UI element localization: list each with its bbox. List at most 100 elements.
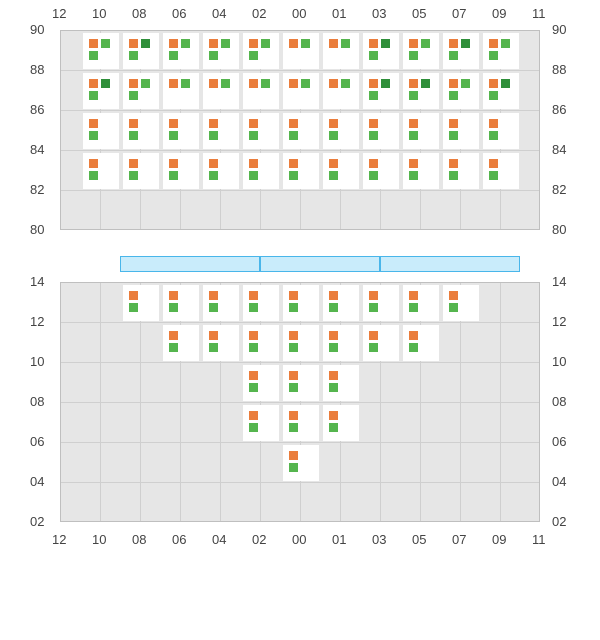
top-cell[interactable] — [323, 153, 359, 189]
bottom-cell[interactable] — [243, 365, 279, 401]
bottom-cell[interactable] — [443, 285, 479, 321]
top-cell[interactable] — [123, 33, 159, 69]
col-bot-02: 02 — [252, 532, 266, 547]
col-bot-11: 11 — [532, 532, 546, 547]
top-cell[interactable] — [123, 113, 159, 149]
top-cell[interactable] — [203, 113, 239, 149]
top-cell[interactable] — [283, 33, 319, 69]
bottom-cell[interactable] — [243, 405, 279, 441]
bench-bar[interactable] — [380, 256, 520, 272]
pin-orange — [329, 371, 338, 380]
bottom-cell[interactable] — [403, 325, 439, 361]
bench-bar[interactable] — [120, 256, 260, 272]
pin-green-below — [169, 303, 178, 312]
bottom-cell[interactable] — [203, 285, 239, 321]
pin-green-below — [289, 303, 298, 312]
top-cell[interactable] — [203, 33, 239, 69]
col-top-06: 06 — [172, 6, 186, 21]
bottom-cell[interactable] — [283, 445, 319, 481]
top-cell[interactable] — [363, 33, 399, 69]
top-cell[interactable] — [403, 113, 439, 149]
top-cell[interactable] — [363, 153, 399, 189]
bottom-cell[interactable] — [403, 285, 439, 321]
top-cell[interactable] — [323, 33, 359, 69]
pin-dgreen — [141, 39, 150, 48]
top-cell[interactable] — [123, 153, 159, 189]
top-cell[interactable] — [483, 33, 519, 69]
top-cell[interactable] — [243, 33, 279, 69]
bottom-cell[interactable] — [163, 285, 199, 321]
bottom-cell[interactable] — [283, 325, 319, 361]
top-cell[interactable] — [163, 33, 199, 69]
top-cell[interactable] — [363, 113, 399, 149]
bottom-cell[interactable] — [203, 325, 239, 361]
bottom-cell[interactable] — [323, 325, 359, 361]
col-bot-01: 01 — [332, 532, 346, 547]
bottom-grid — [60, 282, 540, 522]
pin-green-below — [409, 131, 418, 140]
pin-green-below — [89, 51, 98, 60]
top-cell[interactable] — [283, 153, 319, 189]
top-cell[interactable] — [443, 153, 479, 189]
pin-dgreen — [501, 79, 510, 88]
bottom-cell[interactable] — [283, 405, 319, 441]
top-cell[interactable] — [203, 153, 239, 189]
top-cell[interactable] — [203, 73, 239, 109]
top-cell[interactable] — [83, 33, 119, 69]
pin-green-below — [409, 51, 418, 60]
top-cell[interactable] — [443, 113, 479, 149]
bottom-cell[interactable] — [323, 365, 359, 401]
bottom-cell[interactable] — [163, 325, 199, 361]
top-cell[interactable] — [483, 73, 519, 109]
bottom-cell[interactable] — [363, 285, 399, 321]
pin-green-below — [449, 303, 458, 312]
bottom-cell[interactable] — [363, 325, 399, 361]
bottom-ylab-r-14: 14 — [552, 274, 566, 289]
top-cell[interactable] — [323, 73, 359, 109]
bottom-cell[interactable] — [243, 325, 279, 361]
top-cell[interactable] — [483, 153, 519, 189]
top-cell[interactable] — [443, 73, 479, 109]
top-cell[interactable] — [403, 153, 439, 189]
top-grid — [60, 30, 540, 230]
bottom-cell[interactable] — [283, 285, 319, 321]
top-cell[interactable] — [243, 153, 279, 189]
top-cell[interactable] — [403, 33, 439, 69]
pin-orange — [249, 291, 258, 300]
top-cell[interactable] — [283, 113, 319, 149]
pin-green — [261, 39, 270, 48]
top-cell[interactable] — [163, 153, 199, 189]
top-cell[interactable] — [83, 153, 119, 189]
top-cell[interactable] — [483, 113, 519, 149]
top-cell[interactable] — [163, 73, 199, 109]
pin-orange — [489, 119, 498, 128]
pin-green-below — [249, 343, 258, 352]
pin-green-below — [409, 303, 418, 312]
pin-orange — [289, 331, 298, 340]
top-cell[interactable] — [283, 73, 319, 109]
bottom-cell[interactable] — [243, 285, 279, 321]
top-cell[interactable] — [443, 33, 479, 69]
top-cell[interactable] — [403, 73, 439, 109]
bottom-ylab-l-14: 14 — [30, 274, 44, 289]
top-cell[interactable] — [243, 113, 279, 149]
pin-green-below — [289, 383, 298, 392]
top-cell[interactable] — [323, 113, 359, 149]
top-cell[interactable] — [163, 113, 199, 149]
bench-bar[interactable] — [260, 256, 380, 272]
bottom-cell[interactable] — [323, 285, 359, 321]
pin-green — [181, 39, 190, 48]
pin-orange — [209, 39, 218, 48]
bottom-cell[interactable] — [283, 365, 319, 401]
bottom-cell[interactable] — [123, 285, 159, 321]
bottom-cell[interactable] — [323, 405, 359, 441]
pin-dgreen — [421, 79, 430, 88]
top-cell[interactable] — [243, 73, 279, 109]
pin-orange — [129, 291, 138, 300]
top-cell[interactable] — [83, 113, 119, 149]
pin-green-below — [369, 303, 378, 312]
top-cell[interactable] — [123, 73, 159, 109]
top-cell[interactable] — [83, 73, 119, 109]
top-cell[interactable] — [363, 73, 399, 109]
pin-green-below — [129, 91, 138, 100]
